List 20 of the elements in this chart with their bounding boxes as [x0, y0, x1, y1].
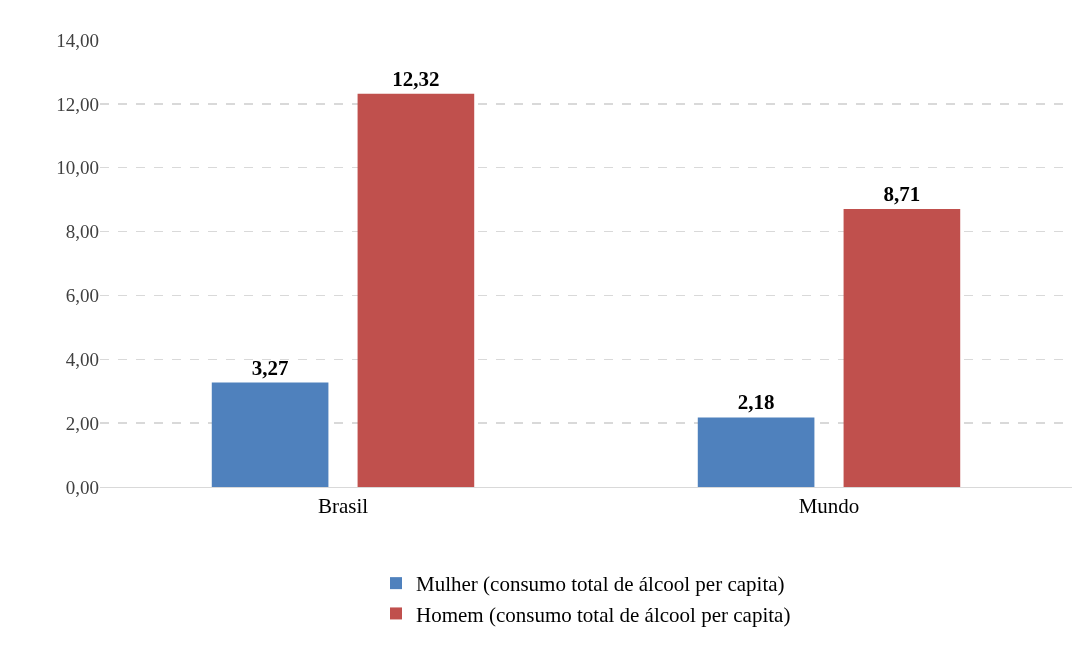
legend-label: Mulher (consumo total de álcool per capita) — [416, 572, 785, 597]
bar — [843, 208, 961, 487]
y-tick-label: 14,00 — [56, 29, 99, 51]
y-tick-label: 4,00 — [65, 348, 99, 370]
bar — [357, 93, 475, 487]
data-label: 3,27 — [251, 355, 289, 380]
y-tick-label: 6,00 — [65, 285, 99, 307]
x-tick-label: Mundo — [798, 494, 860, 519]
data-label: 12,32 — [392, 66, 440, 91]
y-tick-label: 0,00 — [65, 476, 99, 498]
data-label: 2,18 — [737, 390, 775, 415]
x-tick-label: Brasil — [317, 494, 369, 519]
y-tick-label: 10,00 — [56, 157, 99, 179]
legend-label: Homem (consumo total de álcool per capita) — [416, 602, 791, 627]
y-tick-label: 8,00 — [65, 221, 99, 243]
bar — [211, 382, 329, 487]
data-label: 8,71 — [883, 181, 921, 206]
y-tick-label: 2,00 — [65, 412, 99, 434]
y-tick-label: 12,00 — [56, 93, 99, 115]
bar — [697, 417, 815, 487]
